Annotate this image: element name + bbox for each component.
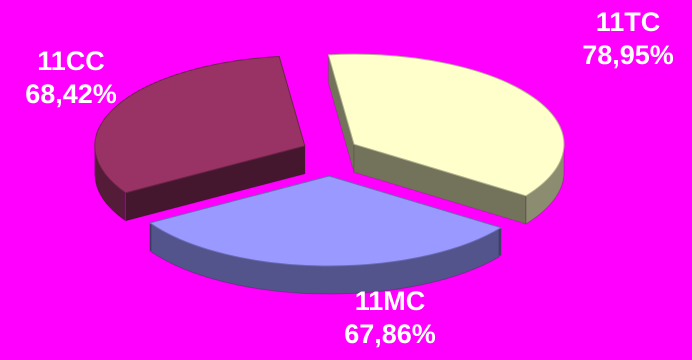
slice-label-11mc: 11MC 67,86% — [328, 285, 452, 351]
slice-value-11mc: 67,86% — [344, 319, 436, 349]
slice-category-11tc: 11TC — [595, 7, 661, 37]
slice-label-11tc: 11TC 78,95% — [566, 6, 690, 72]
slice-value-11cc: 68,42% — [25, 79, 117, 109]
slice-11tc — [327, 53, 565, 197]
slice-label-11cc: 11CC 68,42% — [8, 45, 134, 111]
slice-value-11tc: 78,95% — [582, 40, 674, 70]
slice-category-11mc: 11MC — [354, 286, 426, 316]
slice-category-11cc: 11CC — [37, 46, 105, 76]
slice-11cc — [94, 56, 306, 194]
slice-11mc — [148, 175, 503, 267]
